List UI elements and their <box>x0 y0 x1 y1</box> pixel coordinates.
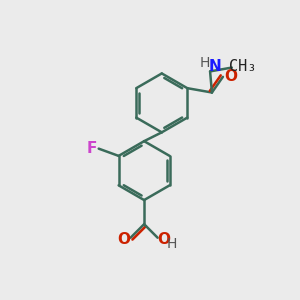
Text: O: O <box>118 232 130 247</box>
Text: CH₃: CH₃ <box>229 58 257 74</box>
Text: F: F <box>86 141 97 156</box>
Text: N: N <box>209 58 222 74</box>
Text: H: H <box>200 56 210 70</box>
Text: H: H <box>167 237 177 251</box>
Text: O: O <box>158 232 171 247</box>
Text: O: O <box>224 69 237 84</box>
